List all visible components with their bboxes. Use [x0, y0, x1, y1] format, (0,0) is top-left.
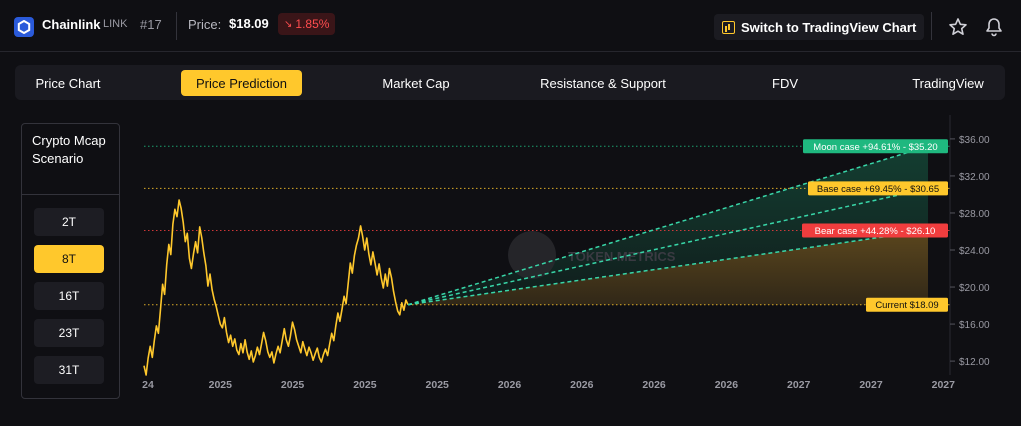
x-tick-label: 24 [142, 379, 154, 391]
x-tick-label: 2027 [787, 379, 811, 391]
projection-label-bg [803, 139, 948, 154]
x-tick-label: 2026 [570, 379, 594, 391]
x-tick-label: 2027 [932, 379, 956, 391]
projection-label: Bear case +44.28% - $26.10 [815, 226, 936, 237]
chainlink-logo-icon [14, 17, 34, 37]
scenario-31t-button[interactable]: 31T [34, 356, 104, 384]
y-tick-label: $32.00 [959, 172, 990, 183]
arrow-down-right-icon: ↘ [284, 18, 293, 30]
x-tick-label: 2025 [209, 379, 233, 391]
y-tick-label: $16.00 [959, 320, 990, 331]
divider [176, 12, 177, 40]
bell-icon[interactable] [983, 16, 1005, 38]
divider [931, 12, 932, 40]
divider [22, 194, 119, 195]
view-tabs: Price Chart Price Prediction Market Cap … [15, 65, 1005, 100]
coin-header: Chainlink LINK #17 Price: $18.09 ↘ 1.85%… [0, 0, 1021, 52]
y-tick-label: $20.00 [959, 283, 990, 294]
switch-tradingview-button[interactable]: Switch to TradingView Chart [714, 14, 925, 40]
y-tick-label: $12.00 [959, 357, 990, 368]
coin-symbol: LINK [103, 18, 128, 30]
y-tick-label: $36.00 [959, 135, 990, 146]
coin-name: Chainlink [42, 17, 101, 32]
scenario-16t-button[interactable]: 16T [34, 282, 104, 310]
projection-line [407, 229, 929, 306]
y-tick-label: $24.00 [959, 246, 990, 257]
tab-resistance-support[interactable]: Resistance & Support [540, 75, 666, 91]
scenario-23t-button[interactable]: 23T [34, 319, 104, 347]
projection-label-bg [866, 297, 948, 312]
star-icon[interactable] [947, 16, 969, 38]
mcap-scenario-panel: Crypto Mcap Scenario 2T 8T 16T 23T 31T [21, 123, 120, 399]
price-change-value: 1.85% [295, 17, 330, 31]
price-label: Price: [188, 17, 222, 32]
x-tick-label: 2026 [715, 379, 739, 391]
tab-price-prediction[interactable]: Price Prediction [181, 70, 302, 96]
projection-label: Current $18.09 [875, 300, 938, 311]
projection-line [407, 187, 929, 306]
price-change-badge: ↘ 1.85% [278, 13, 336, 35]
tab-fdv[interactable]: FDV [772, 75, 798, 91]
projection-label-bg [802, 223, 948, 238]
y-tick-label: $28.00 [959, 209, 990, 220]
projection-label: Base case +69.45% - $30.65 [817, 184, 939, 195]
coin-rank: #17 [140, 17, 162, 32]
x-tick-label: 2025 [426, 379, 450, 391]
tab-tradingview[interactable]: TradingView [912, 75, 984, 91]
price-history-line [143, 199, 409, 376]
tab-market-cap[interactable]: Market Cap [382, 75, 450, 91]
x-tick-label: 2026 [498, 379, 522, 391]
switch-tradingview-label: Switch to TradingView Chart [741, 19, 917, 35]
price-value: $18.09 [229, 16, 269, 31]
scenario-8t-button[interactable]: 8T [34, 245, 104, 273]
scenario-title: Crypto Mcap Scenario [32, 133, 106, 166]
projection-label: Moon case +94.61% - $35.20 [813, 142, 937, 153]
x-tick-label: 2027 [859, 379, 883, 391]
watermark-logo [508, 231, 556, 279]
chart-icon [722, 20, 735, 34]
x-tick-label: 2026 [642, 379, 666, 391]
projection-label-bg [808, 181, 948, 196]
x-tick-label: 2025 [353, 379, 377, 391]
scenario-2t-button[interactable]: 2T [34, 208, 104, 236]
x-tick-label: 2025 [281, 379, 305, 391]
price-prediction-chart: $12.00 $16.00 $20.00 $24.00 $28.00 $32.00 $36.… [142, 115, 990, 391]
tab-price-chart[interactable]: Price Chart [35, 75, 101, 91]
